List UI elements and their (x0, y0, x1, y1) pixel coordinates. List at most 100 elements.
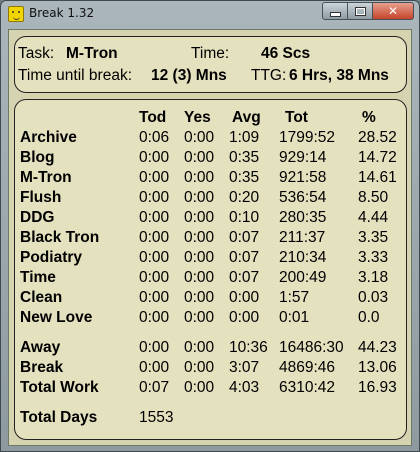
close-button[interactable]: ✕ (372, 2, 414, 20)
table-cell: 0:00 (139, 169, 170, 186)
table-row: Clean 0:00 0:00 0:00 1:57 0.03 (15, 289, 408, 309)
table-cell: 1:09 (229, 129, 260, 146)
table-cell: 0:01 (279, 309, 310, 326)
table-cell: 0.03 (358, 289, 389, 306)
table-cell: 3.33 (358, 249, 389, 266)
table-cell: Away (20, 339, 61, 356)
table-cell: 0:00 (139, 209, 170, 226)
table-cell: Archive (20, 129, 77, 146)
table-cell: 0:00 (184, 269, 215, 286)
table-cell: 3.35 (358, 229, 389, 246)
table-cell: Break (20, 359, 64, 376)
table-cell: 280:35 (279, 209, 327, 226)
table-cell: 4:03 (229, 379, 260, 396)
table-cell: 0:00 (184, 169, 215, 186)
table-cell: 0:07 (229, 269, 260, 286)
header-tot: Tot (285, 109, 308, 126)
table-cell: 0:00 (229, 309, 260, 326)
table-cell: 929:14 (279, 149, 327, 166)
table-cell: 0:00 (184, 249, 215, 266)
table-row: Flush 0:00 0:00 0:20 536:54 8.50 (15, 189, 408, 209)
table-row: Black Tron 0:00 0:00 0:07 211:37 3.35 (15, 229, 408, 249)
table-cell: New Love (20, 309, 93, 326)
table-cell: 0:00 (139, 189, 170, 206)
table-row: M-Tron 0:00 0:00 0:35 921:58 14.61 (15, 169, 408, 189)
maximize-icon (354, 6, 366, 16)
table-cell: 0:00 (139, 359, 170, 376)
table-cell: 0:00 (184, 309, 215, 326)
table-row: Archive 0:06 0:00 1:09 1799:52 28.52 (15, 129, 408, 149)
totals-row-away: Away 0:00 0:00 10:36 16486:30 44.23 (15, 339, 408, 359)
status-panel: Task: M-Tron Time: 46 Scs Time until bre… (14, 36, 407, 93)
table-cell: 211:37 (279, 229, 326, 246)
table-row: New Love 0:00 0:00 0:00 0:01 0.0 (15, 309, 408, 329)
table-cell: 0:00 (139, 249, 170, 266)
ttg-label: TTG: (251, 67, 287, 84)
table-cell: 0:00 (184, 149, 215, 166)
table-row: DDG 0:00 0:00 0:10 280:35 4.44 (15, 209, 408, 229)
table-row: Time 0:00 0:00 0:07 200:49 3.18 (15, 269, 408, 289)
table-cell: 0:00 (184, 289, 215, 306)
window-title: Break 1.32 (29, 6, 95, 20)
table-cell: 0.0 (358, 309, 380, 326)
table-cell: 0:07 (229, 229, 260, 246)
table-cell: 1799:52 (279, 129, 336, 146)
table-cell: 0:00 (139, 339, 170, 356)
table-cell: 44.23 (358, 339, 397, 356)
time-label: Time: (191, 45, 230, 62)
task-value: M-Tron (66, 45, 118, 62)
client-area: Task: M-Tron Time: 46 Scs Time until bre… (8, 29, 412, 446)
table-cell: 0:00 (184, 359, 215, 376)
table-cell: 4869:46 (279, 359, 336, 376)
table-cell: Blog (20, 149, 55, 166)
table-cell: 0:00 (139, 229, 170, 246)
table-cell: Total Work (20, 379, 99, 396)
table-cell: 0:20 (229, 189, 260, 206)
table-cell: Podiatry (20, 249, 83, 266)
stats-table: Tod Yes Avg Tot % Archive 0:06 0:00 1:09 179… (14, 99, 407, 440)
close-icon: ✕ (387, 4, 399, 18)
table-cell: 0:35 (229, 149, 260, 166)
table-cell: 200:49 (279, 269, 327, 286)
until-break-label: Time until break: (18, 67, 132, 84)
totals-row-break: Break 0:00 0:00 3:07 4869:46 13.06 (15, 359, 408, 379)
smiley-icon (8, 6, 24, 22)
table-cell: Flush (20, 189, 62, 206)
table-cell: 210:34 (279, 249, 327, 266)
table-cell: 28.52 (358, 129, 397, 146)
table-cell: 0:00 (229, 289, 260, 306)
table-cell: 16.93 (358, 379, 397, 396)
table-cell: 0:00 (139, 289, 170, 306)
task-label: Task: (18, 45, 55, 62)
table-cell: 0:00 (184, 209, 215, 226)
table-cell: 0:00 (139, 149, 170, 166)
minimize-button[interactable] (322, 2, 348, 20)
total-days-value: 1553 (139, 409, 174, 426)
table-cell: DDG (20, 209, 55, 226)
table-cell: 0:00 (184, 189, 215, 206)
table-cell: 14.72 (358, 149, 397, 166)
table-cell: 6310:42 (279, 379, 336, 396)
table-cell: 8.50 (358, 189, 389, 206)
table-cell: 0:00 (184, 339, 215, 356)
header-pct: % (362, 109, 376, 126)
minimize-icon (329, 11, 341, 17)
header-avg: Avg (232, 109, 261, 126)
total-days-label: Total Days (20, 409, 98, 426)
table-row: Blog 0:00 0:00 0:35 929:14 14.72 (15, 149, 408, 169)
time-value: 46 Scs (261, 45, 311, 62)
table-cell: 0:07 (229, 249, 260, 266)
table-cell: 3.18 (358, 269, 389, 286)
table-cell: 14.61 (358, 169, 397, 186)
title-bar[interactable]: Break 1.32 ✕ (1, 1, 419, 29)
table-cell: 0:00 (184, 379, 215, 396)
totals-row-total-work: Total Work 0:07 0:00 4:03 6310:42 16.93 (15, 379, 408, 399)
total-days-row: Total Days 1553 (15, 409, 408, 429)
table-cell: 0:10 (229, 209, 260, 226)
maximize-button[interactable] (347, 2, 373, 20)
table-cell: 0:06 (139, 129, 170, 146)
table-cell: 0:00 (184, 129, 215, 146)
table-cell: 16486:30 (279, 339, 344, 356)
table-cell: 0:00 (139, 269, 170, 286)
